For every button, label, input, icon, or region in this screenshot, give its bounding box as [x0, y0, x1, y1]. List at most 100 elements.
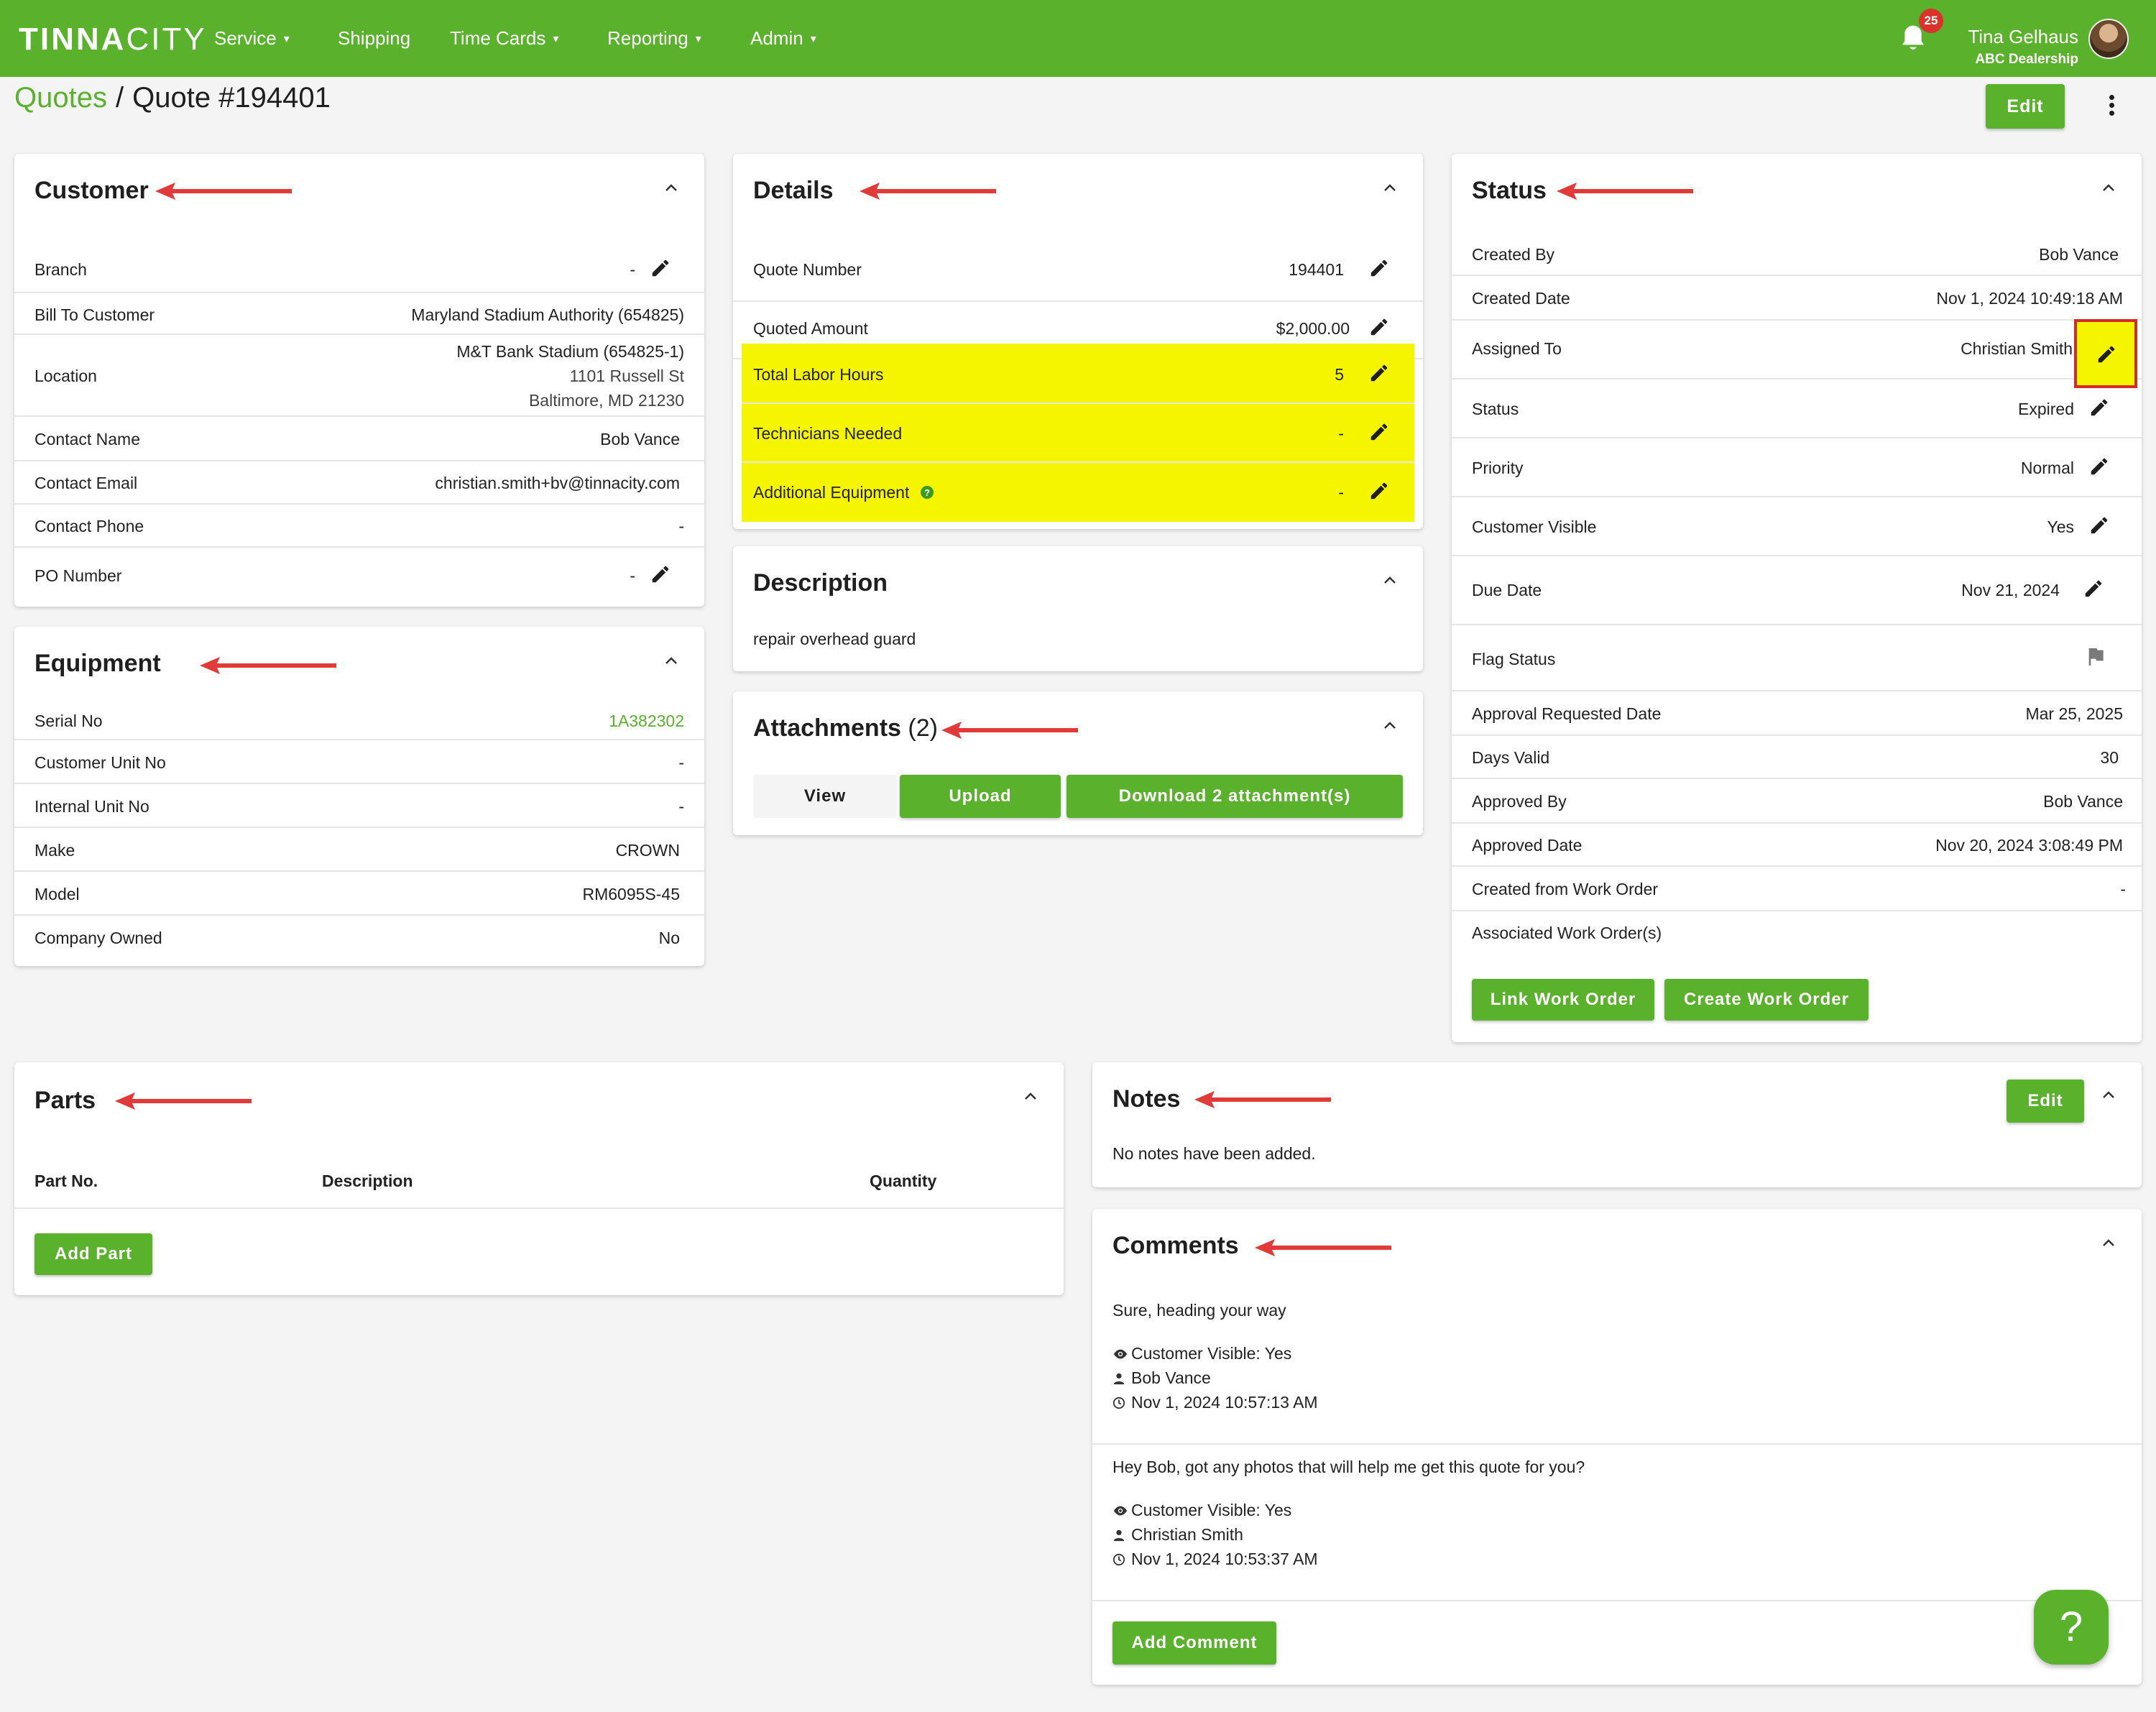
- parts-card: Parts Part No. Description Quantity Add …: [14, 1062, 1064, 1295]
- column-part-no[interactable]: Part No.: [34, 1172, 98, 1190]
- annotation-arrow: [155, 183, 292, 200]
- chevron-up-icon[interactable]: [1381, 572, 1399, 589]
- annotation-arrow: [1194, 1091, 1331, 1108]
- description-text: repair overhead guard: [753, 630, 916, 648]
- pencil-icon[interactable]: [2088, 456, 2110, 477]
- avatar[interactable]: [2088, 19, 2129, 59]
- comment-timestamp: Nov 1, 2024 10:57:13 AM: [1112, 1393, 1318, 1412]
- upload-button[interactable]: Upload: [900, 775, 1061, 818]
- nav-reporting[interactable]: Reporting ▾: [607, 27, 701, 49]
- comment-text: Sure, heading your way: [1112, 1301, 1286, 1320]
- eye-icon: [1113, 1506, 1128, 1516]
- chevron-up-icon[interactable]: [2100, 1087, 2117, 1104]
- chevron-up-icon[interactable]: [1381, 717, 1399, 735]
- add-comment-button[interactable]: Add Comment: [1112, 1621, 1276, 1665]
- notification-count-badge[interactable]: 25: [1919, 9, 1943, 33]
- equipment-row-serial: Serial No 1A382302: [14, 697, 704, 740]
- view-attachments-button[interactable]: View: [753, 775, 897, 818]
- edit-quote-button[interactable]: Edit: [1986, 84, 2065, 129]
- nav-shipping[interactable]: Shipping: [338, 27, 411, 49]
- pencil-icon[interactable]: [2083, 578, 2104, 599]
- link-work-order-button[interactable]: Link Work Order: [1472, 979, 1654, 1021]
- user-name[interactable]: Tina Gelhaus: [1968, 26, 2078, 47]
- chevron-up-icon[interactable]: [1381, 180, 1399, 197]
- status-card: Status Created By Bob Vance Created Date…: [1452, 154, 2142, 1042]
- chevron-up-icon[interactable]: [663, 653, 680, 670]
- status-row-priority: Priority Normal: [1452, 438, 2142, 497]
- assigned-to-edit-highlight[interactable]: [2074, 319, 2137, 388]
- equipment-row-company-owned: Company Owned No: [34, 929, 680, 947]
- comment-author: Christian Smith: [1112, 1525, 1243, 1545]
- status-row-status: Status Expired: [1452, 379, 2142, 438]
- notes-card: Notes Edit No notes have been added.: [1092, 1062, 2142, 1187]
- status-row-created-date: Created Date Nov 1, 2024 10:49:18 AM: [1452, 276, 2142, 321]
- equipment-row-model: Model RM6095S-45: [14, 872, 704, 916]
- customer-row-contact-phone: Contact Phone -: [14, 505, 704, 548]
- person-icon: [1113, 1529, 1125, 1542]
- details-row-additional-equipment: Additional Equipment ? -: [742, 463, 1414, 522]
- nav-admin[interactable]: Admin ▾: [750, 27, 816, 49]
- help-question-icon[interactable]: ?: [2034, 1590, 2109, 1665]
- tinnacity-logo[interactable]: TINNACITY: [19, 22, 207, 57]
- breadcrumb: Quotes / Quote #194401: [14, 82, 331, 114]
- breadcrumb-quotes-link[interactable]: Quotes: [14, 82, 107, 114]
- column-description[interactable]: Description: [322, 1172, 413, 1190]
- comment-text: Hey Bob, got any photos that will help m…: [1112, 1458, 1585, 1476]
- comment-visibility: Customer Visible: Yes: [1112, 1501, 1291, 1520]
- column-quantity[interactable]: Quantity: [870, 1172, 937, 1190]
- pencil-icon[interactable]: [1368, 257, 1390, 279]
- pencil-icon[interactable]: [2096, 344, 2117, 365]
- chevron-up-icon[interactable]: [1022, 1088, 1039, 1105]
- customer-row-po-number: PO Number -: [14, 548, 704, 605]
- comments-title: Comments: [1112, 1232, 1239, 1259]
- status-row-days-valid: Days Valid 30: [1452, 736, 2142, 779]
- annotation-arrow: [115, 1092, 252, 1110]
- pencil-icon[interactable]: [1368, 362, 1390, 384]
- pencil-icon[interactable]: [650, 257, 671, 279]
- serial-number-link[interactable]: 1A382302: [609, 712, 684, 730]
- top-nav-bar: TINNACITY Service ▾ Shipping Time Cards ▾ …: [0, 0, 2156, 77]
- details-row-technicians-needed: Technicians Needed -: [742, 404, 1414, 463]
- customer-row-branch: Branch -: [14, 243, 704, 293]
- equipment-card: Equipment Serial No 1A382302 Customer Un…: [14, 627, 704, 966]
- pencil-icon[interactable]: [1368, 480, 1390, 502]
- annotation-arrow: [1557, 183, 1693, 200]
- status-row-due-date: Due Date Nov 21, 2024: [1452, 556, 2142, 625]
- bell-icon[interactable]: [1899, 23, 1927, 55]
- notes-edit-button[interactable]: Edit: [2007, 1080, 2084, 1123]
- create-work-order-button[interactable]: Create Work Order: [1664, 979, 1869, 1021]
- add-part-button[interactable]: Add Part: [34, 1233, 152, 1275]
- clock-icon: [1112, 1553, 1125, 1566]
- equipment-row-customer-unit: Customer Unit No -: [14, 740, 704, 784]
- chevron-up-icon[interactable]: [2100, 180, 2117, 197]
- status-row-assigned-to: Assigned To Christian Smith: [1452, 319, 2142, 388]
- page-title: Quote #194401: [132, 82, 331, 114]
- nav-time-cards[interactable]: Time Cards ▾: [450, 27, 559, 49]
- details-row-quote-number: Quote Number 194401: [733, 243, 1423, 302]
- info-circle-icon[interactable]: ?: [920, 485, 934, 500]
- customer-row-contact-name: Contact Name Bob Vance: [14, 417, 704, 461]
- kebab-menu-icon[interactable]: [2103, 92, 2120, 121]
- pencil-icon[interactable]: [650, 563, 671, 585]
- pencil-icon[interactable]: [1368, 421, 1390, 443]
- chevron-up-icon[interactable]: [663, 180, 680, 197]
- flag-icon[interactable]: [2084, 645, 2107, 668]
- attachments-title: Attachments (2): [753, 714, 938, 742]
- status-row-approved-date: Approved Date Nov 20, 2024 3:08:49 PM: [1452, 824, 2142, 867]
- pencil-icon[interactable]: [1368, 316, 1390, 338]
- customer-title: Customer: [34, 177, 149, 204]
- status-row-flag-status: Flag Status: [1452, 625, 2142, 691]
- notes-empty-text: No notes have been added.: [1112, 1144, 1316, 1163]
- chevron-up-icon[interactable]: [2100, 1235, 2117, 1252]
- customer-card: Customer Branch - Bill To Customer Maryl…: [14, 154, 704, 607]
- comment-timestamp: Nov 1, 2024 10:53:37 AM: [1112, 1550, 1318, 1569]
- status-title: Status: [1472, 177, 1547, 204]
- annotation-arrow: [860, 183, 996, 200]
- pencil-icon[interactable]: [2088, 397, 2110, 418]
- comment-item: Sure, heading your way Customer Visible:…: [1092, 1288, 2142, 1445]
- download-attachments-button[interactable]: Download 2 attachment(s): [1067, 775, 1403, 818]
- pencil-icon[interactable]: [2088, 515, 2110, 536]
- status-row-created-by: Created By Bob Vance: [1452, 233, 2142, 276]
- nav-service[interactable]: Service ▾: [214, 27, 290, 49]
- description-card: Description repair overhead guard: [733, 546, 1423, 671]
